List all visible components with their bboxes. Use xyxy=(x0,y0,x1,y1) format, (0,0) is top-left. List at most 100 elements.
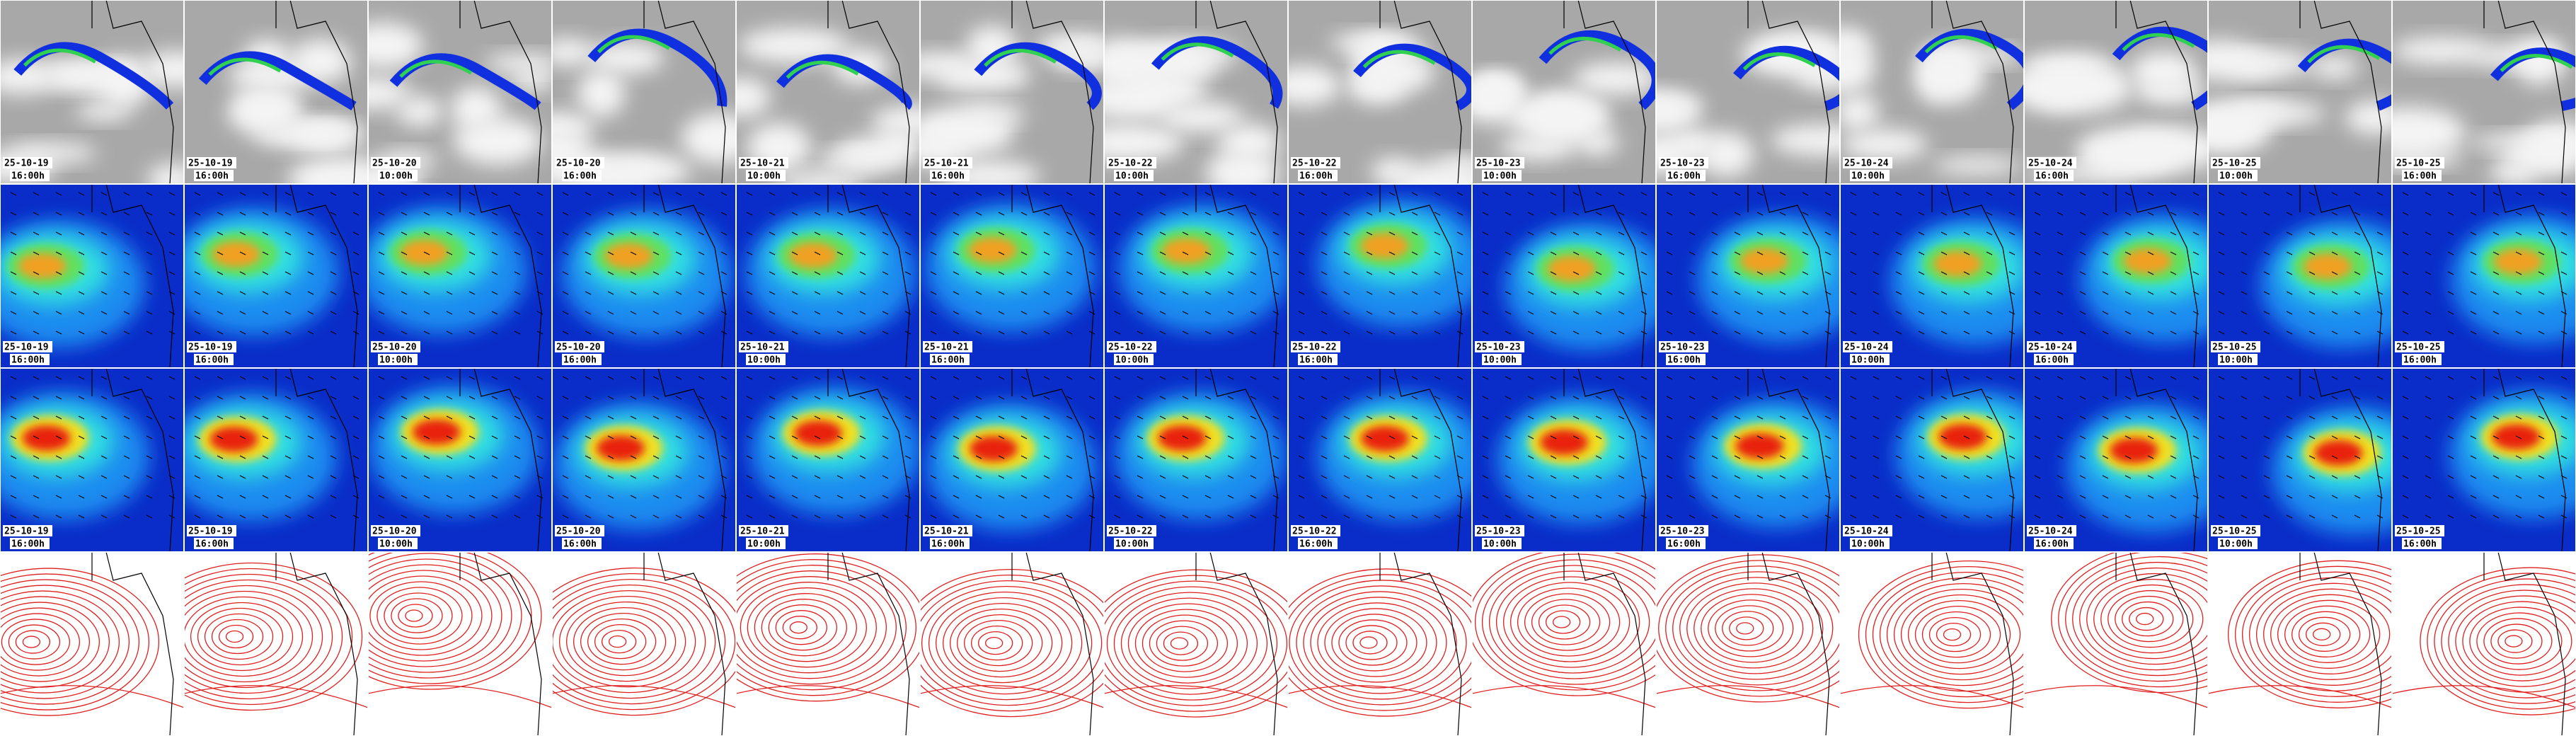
wind-arrow xyxy=(307,514,314,519)
wind-arrow xyxy=(2218,192,2225,196)
wind-arrow xyxy=(1689,475,1696,479)
wind-arrow xyxy=(2034,291,2041,295)
cell-border xyxy=(2208,0,2392,184)
wind-arrow xyxy=(1020,376,1028,380)
wind-arrow xyxy=(1850,396,1857,400)
field xyxy=(212,241,260,268)
label-box xyxy=(1114,538,1154,549)
wind-arrow xyxy=(2538,291,2545,295)
wind-arrow xyxy=(1343,271,1350,275)
wind-arrow xyxy=(930,514,937,519)
wind-arrow xyxy=(330,396,337,400)
wind-arrow xyxy=(698,514,705,519)
wind-arrow xyxy=(2470,291,2477,295)
label-box xyxy=(1291,341,1340,352)
wind-arrow xyxy=(652,330,660,335)
wind-arrow xyxy=(1227,192,1234,196)
wind-arrow xyxy=(1272,415,1280,420)
wind-arrow xyxy=(1388,514,1396,519)
label-box xyxy=(371,525,420,536)
wind-arrow xyxy=(2124,396,2132,400)
wind-arrow xyxy=(1298,495,1305,499)
wind-arrow xyxy=(2376,271,2384,275)
field xyxy=(1162,238,1211,264)
wind-arrow xyxy=(953,251,960,255)
field xyxy=(1740,248,1789,274)
wind-arrow xyxy=(536,435,544,439)
wind-arrow xyxy=(2331,514,2338,519)
wind-arrow xyxy=(217,212,224,216)
wind-arrow xyxy=(401,376,408,380)
wind-arrow xyxy=(769,311,776,315)
wind-arrow xyxy=(675,435,682,439)
label-box xyxy=(746,354,786,365)
wind-arrow xyxy=(1940,475,1948,479)
wind-arrow xyxy=(446,415,453,420)
wind-arrow xyxy=(2124,495,2132,499)
wind-arrow xyxy=(1250,415,1257,420)
isobar xyxy=(2086,573,2208,665)
wind-arrow xyxy=(2538,192,2545,196)
wind-arrow xyxy=(307,455,314,459)
wind-arrow xyxy=(2218,475,2225,479)
wind-arrow xyxy=(585,231,592,236)
wind-arrow xyxy=(607,455,614,459)
wind-arrow xyxy=(2538,231,2545,236)
wind-arrow xyxy=(2147,415,2154,420)
wind-arrow xyxy=(630,514,637,519)
wind-arrow xyxy=(1940,231,1948,236)
wind-arrow xyxy=(1527,495,1534,499)
wind-arrow xyxy=(2263,514,2270,519)
wind-arrow xyxy=(2102,231,2109,236)
wind-arrow xyxy=(307,415,314,420)
wind-arrow xyxy=(1505,311,1512,315)
wind-arrow xyxy=(1986,514,1993,519)
wind-arrow xyxy=(2376,435,2384,439)
wind-arrow xyxy=(1640,212,1648,216)
isobar xyxy=(2483,618,2553,665)
wind-arrow xyxy=(262,455,269,459)
wind-arrow xyxy=(2538,475,2545,479)
wind-arrow xyxy=(378,475,385,479)
wind-arrow xyxy=(1802,455,1809,459)
wind-arrow xyxy=(882,291,889,295)
wind-arrow xyxy=(1986,495,1993,499)
wind-arrow xyxy=(2331,376,2338,380)
wind-arrow xyxy=(2470,231,2477,236)
label-box xyxy=(2027,525,2076,536)
wind-arrow xyxy=(2218,396,2225,400)
wind-arrow xyxy=(1137,231,1144,236)
wind-arrow xyxy=(2560,251,2568,255)
isobar xyxy=(920,685,1104,708)
wind-arrow xyxy=(1779,330,1786,335)
wind-arrow xyxy=(491,396,498,400)
wind-arrow xyxy=(1204,455,1212,459)
wind-arrow xyxy=(2402,415,2409,420)
wind-arrow xyxy=(2241,495,2248,499)
wind-arrow xyxy=(2034,376,2041,380)
wind-arrow xyxy=(1227,514,1234,519)
wind-arrow xyxy=(468,396,476,400)
wind-arrow xyxy=(1020,311,1028,315)
frame-date: 25-10-25 xyxy=(2396,159,2441,169)
wind-arrow xyxy=(33,495,40,499)
wind-arrow xyxy=(217,291,224,295)
wind-arrow xyxy=(859,311,866,315)
wind-arrow xyxy=(1505,212,1512,216)
wind-arrow xyxy=(930,192,937,196)
wind-arrow xyxy=(1298,415,1305,420)
wind-arrow xyxy=(2263,435,2270,439)
isobar xyxy=(1545,610,1581,634)
wind-arrow xyxy=(514,231,521,236)
wind-arrow xyxy=(1137,495,1144,499)
frame-date: 25-10-19 xyxy=(4,343,49,353)
wind-arrow xyxy=(146,455,153,459)
wind-arrow xyxy=(55,475,62,479)
wind-arrow xyxy=(514,212,521,216)
isobar xyxy=(761,599,847,657)
wind-arrow xyxy=(1505,376,1512,380)
wind-arrow xyxy=(1618,330,1625,335)
isobar xyxy=(368,570,493,662)
